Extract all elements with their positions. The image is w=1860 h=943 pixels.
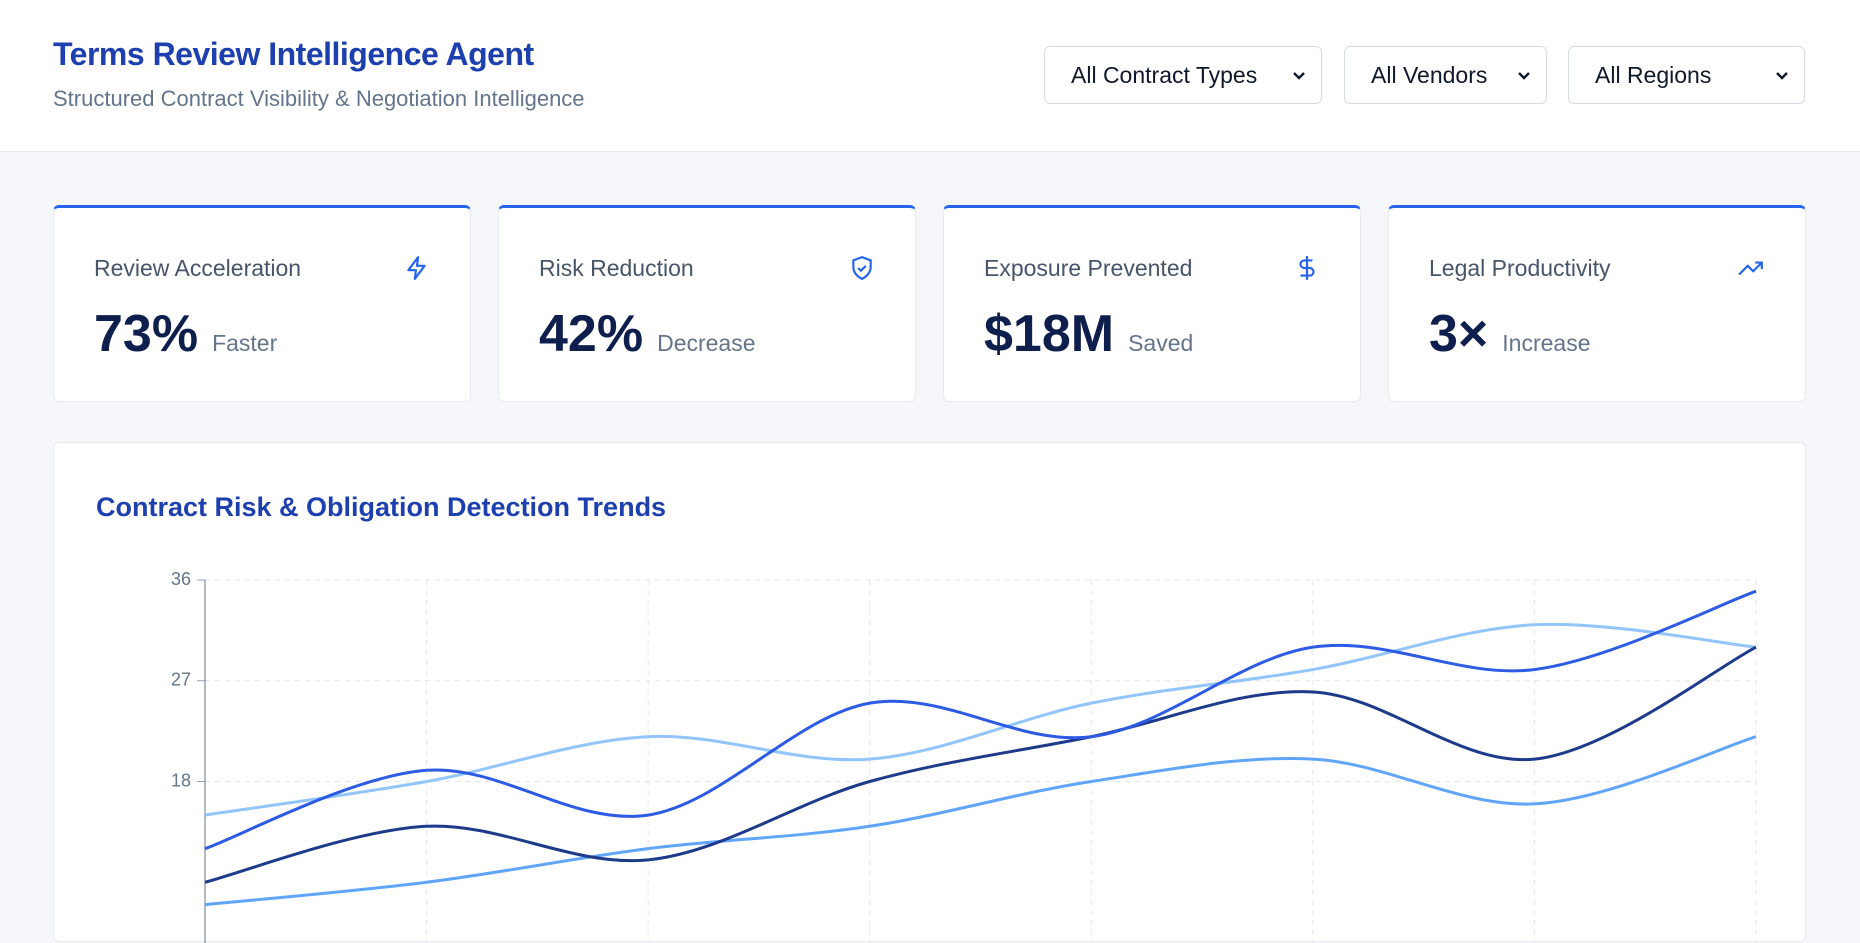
kpi-unit: Saved bbox=[1128, 330, 1194, 356]
kpi-card: Risk Reduction 42% Decrease bbox=[498, 205, 916, 402]
kpi-value-row: 3× Increase bbox=[1429, 304, 1591, 364]
kpi-value: 3× bbox=[1429, 305, 1489, 363]
header: Terms Review Intelligence Agent Structur… bbox=[0, 0, 1860, 152]
kpi-value: 73% bbox=[94, 305, 199, 363]
filter-select[interactable]: All Regions bbox=[1568, 46, 1805, 104]
kpi-card: Legal Productivity 3× Increase bbox=[1388, 205, 1806, 402]
chart-card: Contract Risk & Obligation Detection Tre… bbox=[53, 442, 1806, 943]
kpi-icon bbox=[1299, 256, 1315, 280]
filter-label: All Contract Types bbox=[1071, 62, 1258, 88]
kpi-icon bbox=[407, 256, 426, 280]
chevron bbox=[1518, 72, 1530, 80]
chart: Contract Risk & Obligation Detection Tre… bbox=[96, 492, 1757, 943]
page-title: Terms Review Intelligence Agent bbox=[53, 36, 534, 72]
series-line bbox=[204, 589, 1757, 851]
y-tick-label: 18 bbox=[171, 770, 191, 790]
filter-label: All Vendors bbox=[1371, 62, 1488, 88]
kpi-icon bbox=[852, 256, 872, 281]
filter-select[interactable]: All Contract Types bbox=[1044, 46, 1322, 104]
chevron bbox=[1293, 72, 1305, 80]
kpi-value: 42% bbox=[539, 305, 644, 363]
kpi-unit: Faster bbox=[212, 330, 278, 356]
y-tick-label: 36 bbox=[171, 569, 191, 589]
series-line bbox=[204, 645, 1757, 884]
series-line bbox=[204, 735, 1757, 907]
kpi-label: Review Acceleration bbox=[94, 255, 302, 281]
kpi-value-row: 42% Decrease bbox=[539, 304, 756, 364]
filter-select[interactable]: All Vendors bbox=[1344, 46, 1547, 104]
kpi-label: Exposure Prevented bbox=[984, 255, 1193, 281]
chart-title: Contract Risk & Obligation Detection Tre… bbox=[96, 492, 666, 522]
series-line bbox=[204, 622, 1757, 817]
page-subtitle: Structured Contract Visibility & Negotia… bbox=[53, 86, 585, 111]
y-tick-label: 27 bbox=[171, 670, 191, 690]
kpi-value-row: 73% Faster bbox=[94, 304, 277, 364]
kpi-label: Risk Reduction bbox=[539, 255, 694, 281]
kpi-card: Review Acceleration 73% Faster bbox=[53, 205, 471, 402]
kpi-icon bbox=[1738, 261, 1763, 276]
chevron bbox=[1776, 72, 1788, 80]
kpi-value-row: $18M Saved bbox=[984, 304, 1193, 364]
kpi-label: Legal Productivity bbox=[1429, 255, 1611, 281]
kpi-unit: Decrease bbox=[657, 330, 756, 356]
filter-label: All Regions bbox=[1595, 62, 1712, 88]
kpi-card: Exposure Prevented $18M Saved bbox=[943, 205, 1361, 402]
kpi-unit: Increase bbox=[1502, 330, 1591, 356]
kpi-value: $18M bbox=[984, 305, 1115, 363]
